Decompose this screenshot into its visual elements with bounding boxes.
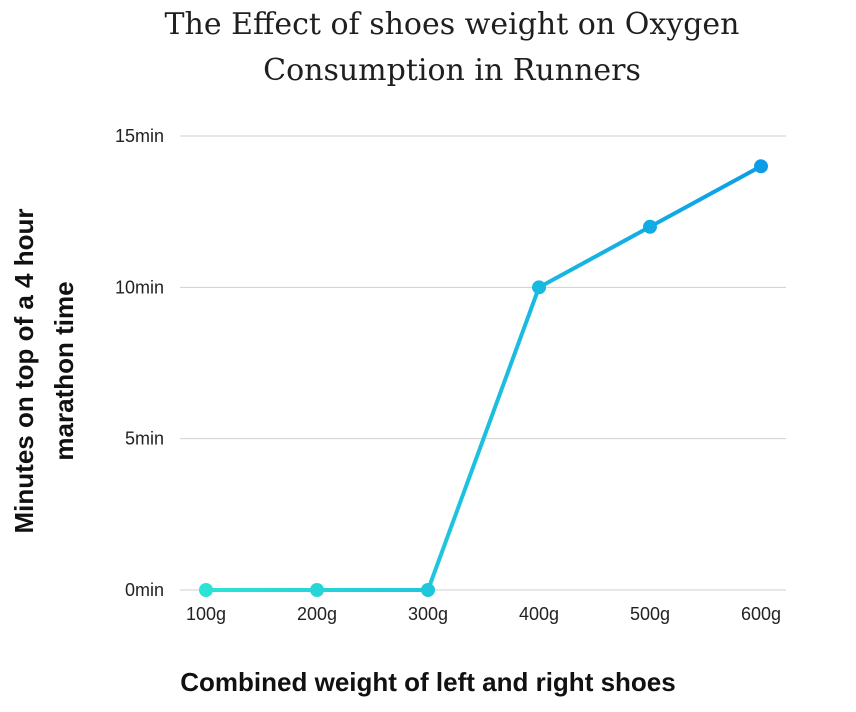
data-point-300g xyxy=(421,583,435,597)
gridlines xyxy=(180,135,786,591)
x-tick-label-5: 600g xyxy=(741,604,781,624)
x-tick-label-4: 500g xyxy=(630,604,670,624)
data-point-400g xyxy=(532,280,546,295)
y-axis-title-line-1: Minutes on top of a 4 hour xyxy=(9,209,39,534)
data-point-600g xyxy=(754,159,768,174)
chart-title-line-2: Consumption in Runners xyxy=(263,53,641,88)
series-line-0 xyxy=(204,164,763,592)
x-tick-label-3: 400g xyxy=(519,604,559,624)
y-tick-label-3: 15min xyxy=(115,126,164,146)
data-point-500g xyxy=(643,219,657,234)
x-axis-ticks: 100g 200g 300g 400g 500g 600g xyxy=(186,604,781,624)
y-tick-label-0: 0min xyxy=(125,580,164,600)
y-axis-ticks: 0min 5min 10min 15min xyxy=(115,126,164,600)
data-point-100g xyxy=(199,583,213,597)
x-tick-label-1: 200g xyxy=(297,604,337,624)
data-point-200g xyxy=(310,583,324,597)
series-line-group xyxy=(199,159,768,597)
x-axis-title: Combined weight of left and right shoes xyxy=(180,667,675,697)
y-axis-title-line-2: marathon time xyxy=(49,281,79,460)
x-tick-label-0: 100g xyxy=(186,604,226,624)
y-tick-label-1: 5min xyxy=(125,429,164,449)
y-tick-label-2: 10min xyxy=(115,277,164,297)
x-tick-label-2: 300g xyxy=(408,604,448,624)
chart-title-line-1: The Effect of shoes weight on Oxygen xyxy=(165,7,740,42)
